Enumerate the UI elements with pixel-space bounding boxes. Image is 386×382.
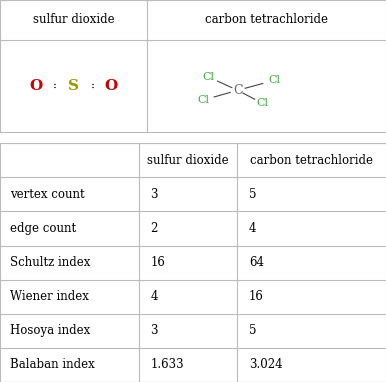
Text: 2: 2: [151, 222, 158, 235]
Text: C: C: [233, 84, 242, 97]
Text: O: O: [105, 79, 118, 93]
Text: Cl: Cl: [197, 95, 209, 105]
Text: Balaban index: Balaban index: [10, 358, 95, 371]
Text: Schultz index: Schultz index: [10, 256, 90, 269]
Text: sulfur dioxide: sulfur dioxide: [32, 13, 114, 26]
Text: Cl: Cl: [257, 99, 269, 108]
Text: vertex count: vertex count: [10, 188, 84, 201]
Text: O: O: [29, 79, 42, 93]
Text: carbon tetrachloride: carbon tetrachloride: [250, 154, 373, 167]
Text: 3.024: 3.024: [249, 358, 283, 371]
Text: Wiener index: Wiener index: [10, 290, 88, 303]
Text: 1.633: 1.633: [151, 358, 184, 371]
Text: 4: 4: [151, 290, 158, 303]
Text: 3: 3: [151, 188, 158, 201]
Text: 5: 5: [249, 324, 256, 337]
Text: 64: 64: [249, 256, 264, 269]
Text: 16: 16: [249, 290, 264, 303]
Text: 3: 3: [151, 324, 158, 337]
Text: 5: 5: [249, 188, 256, 201]
Text: Cl: Cl: [203, 72, 215, 82]
Text: carbon tetrachloride: carbon tetrachloride: [205, 13, 328, 26]
Text: 4: 4: [249, 222, 256, 235]
Text: sulfur dioxide: sulfur dioxide: [147, 154, 229, 167]
Text: 16: 16: [151, 256, 166, 269]
Text: S: S: [68, 79, 79, 93]
Text: Hosoya index: Hosoya index: [10, 324, 90, 337]
Text: edge count: edge count: [10, 222, 76, 235]
Text: Cl: Cl: [268, 75, 280, 86]
